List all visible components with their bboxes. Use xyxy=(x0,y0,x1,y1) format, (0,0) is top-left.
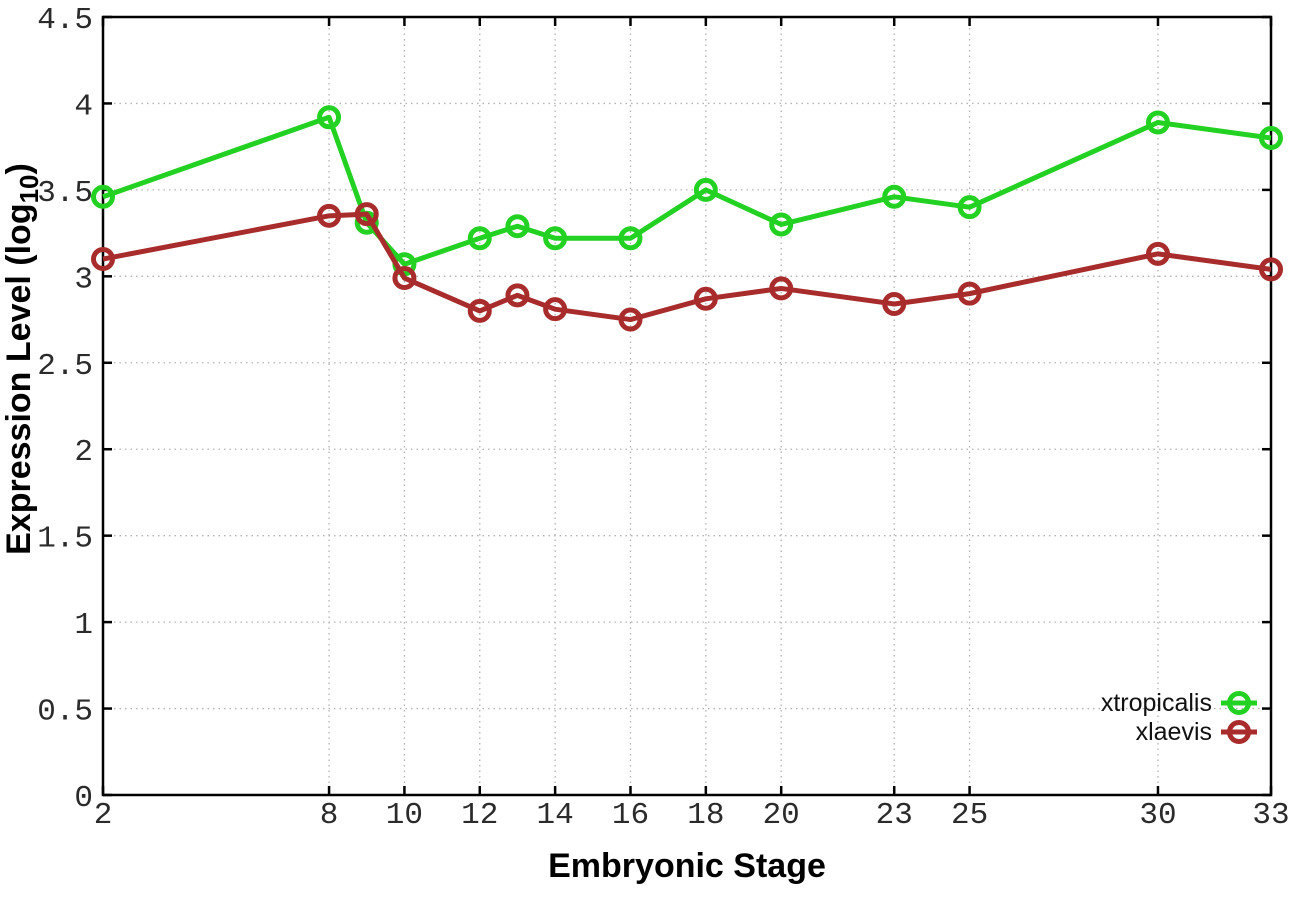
y-axis-title: Expression Level (log10) xyxy=(0,163,44,555)
data-point-xtropicalis xyxy=(317,105,342,130)
data-point-xtropicalis xyxy=(693,177,718,202)
x-tick-label: 30 xyxy=(1139,798,1176,833)
y-tick-label: 3 xyxy=(74,262,93,297)
tick-labels: 2 8 10 12 14 16 18 20 23 25 30 33 0 0.5 1 1.5 2 2.5 3 3.5 4 4… xyxy=(37,3,1289,833)
data-point-xlaevis xyxy=(882,291,907,316)
plot-border xyxy=(101,15,1273,797)
y-tick-label: 2 xyxy=(74,435,93,470)
data-point-xlaevis xyxy=(543,297,568,322)
legend-label-xlaevis: xlaevis xyxy=(1136,718,1212,746)
x-tick-label: 8 xyxy=(320,798,339,833)
data-point-xlaevis xyxy=(505,283,530,308)
data-point-xlaevis xyxy=(317,203,342,228)
x-axis-title: Embryonic Stage xyxy=(548,847,826,885)
x-tick-label: 16 xyxy=(612,798,649,833)
y-tick-label: 3.5 xyxy=(37,176,93,211)
data-point-xtropicalis xyxy=(1259,126,1283,151)
y-tick-label: 4 xyxy=(74,89,93,124)
x-tick-label: 18 xyxy=(687,798,724,833)
data-point-xlaevis xyxy=(467,298,492,323)
data-point-xlaevis xyxy=(354,202,379,227)
y-tick-label: 2.5 xyxy=(37,349,93,384)
data-point-xtropicalis xyxy=(1145,110,1170,135)
series-line-xlaevis xyxy=(102,211,1272,323)
data-point-xlaevis xyxy=(618,307,643,332)
x-tick-label: 14 xyxy=(537,798,574,833)
data-series-layer xyxy=(91,105,1283,332)
data-point-xlaevis xyxy=(91,247,115,272)
data-point-xlaevis xyxy=(392,266,417,291)
data-point-xlaevis xyxy=(693,286,718,311)
x-tick-label: 33 xyxy=(1252,798,1289,833)
legend-marker-xlaevis-icon xyxy=(1227,720,1251,744)
data-point-xtropicalis xyxy=(882,184,907,209)
legend: xtropicalis xlaevis xyxy=(1101,689,1257,746)
data-point-xlaevis xyxy=(1259,257,1283,282)
data-point-xlaevis xyxy=(957,281,982,306)
y-tick-label: 0 xyxy=(74,781,93,816)
data-point-xtropicalis xyxy=(957,195,982,220)
legend-marker-xtropicalis-icon xyxy=(1227,691,1251,715)
y-tick-label: 4.5 xyxy=(37,3,93,38)
x-tick-label: 20 xyxy=(763,798,800,833)
y-tick-label: 1.5 xyxy=(37,522,93,557)
series-line-xtropicalis xyxy=(102,114,1272,267)
x-tick-label: 23 xyxy=(876,798,913,833)
data-point-xtropicalis xyxy=(543,226,568,251)
x-tick-label: 10 xyxy=(386,798,423,833)
data-point-xtropicalis xyxy=(769,212,794,237)
x-tick-label: 25 xyxy=(951,798,988,833)
legend-label-xtropicalis: xtropicalis xyxy=(1101,689,1212,717)
data-point-xtropicalis xyxy=(91,184,115,209)
data-point-xlaevis xyxy=(769,276,794,301)
data-point-xlaevis xyxy=(1145,241,1170,266)
y-tick-label: 1 xyxy=(74,608,93,643)
grid-layer xyxy=(103,17,1271,795)
data-point-xtropicalis xyxy=(505,214,530,239)
x-tick-label: 12 xyxy=(461,798,498,833)
series-xtropicalis xyxy=(91,105,1283,277)
data-point-xtropicalis xyxy=(467,226,492,251)
x-tick-label: 2 xyxy=(94,798,113,833)
data-point-xtropicalis xyxy=(618,226,643,251)
y-tick-label: 0.5 xyxy=(37,695,93,730)
series-xlaevis xyxy=(91,202,1283,332)
plot-frame xyxy=(101,15,1273,797)
